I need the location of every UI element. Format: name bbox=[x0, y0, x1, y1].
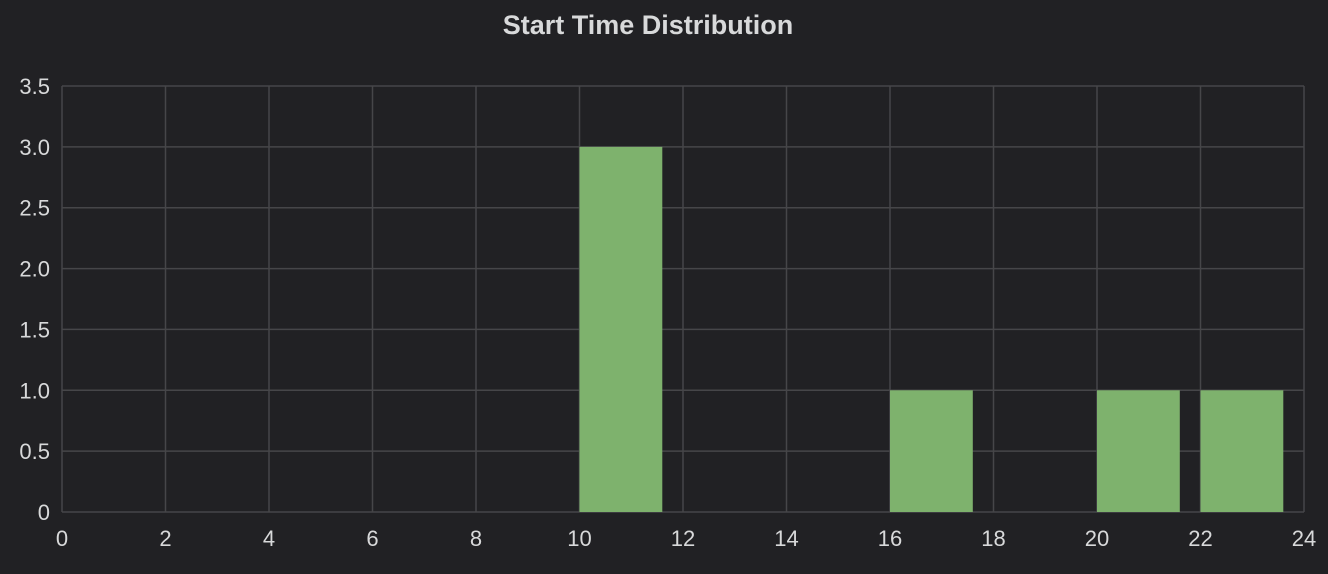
y-tick-label: 2.5 bbox=[19, 196, 50, 221]
histogram-bar bbox=[890, 390, 973, 512]
x-tick-label: 16 bbox=[878, 526, 902, 551]
x-tick-label: 8 bbox=[470, 526, 482, 551]
x-tick-label: 18 bbox=[981, 526, 1005, 551]
x-tick-label: 14 bbox=[774, 526, 798, 551]
histogram-bar bbox=[1097, 390, 1180, 512]
chart-title: Start Time Distribution bbox=[502, 10, 794, 40]
x-tick-label: 10 bbox=[567, 526, 591, 551]
x-tick-label: 20 bbox=[1085, 526, 1109, 551]
x-tick-label: 6 bbox=[366, 526, 378, 551]
y-tick-label: 1.0 bbox=[19, 378, 50, 403]
y-tick-label: 3.0 bbox=[19, 135, 50, 160]
x-tick-label: 2 bbox=[159, 526, 171, 551]
y-axis-tick-labels: 0 0.5 1.0 1.5 2.0 2.5 3.0 3.5 bbox=[19, 74, 50, 525]
x-tick-label: 24 bbox=[1292, 526, 1316, 551]
x-axis-tick-labels: 0 2 4 6 8 10 12 14 16 18 20 22 24 bbox=[56, 526, 1316, 551]
x-tick-label: 4 bbox=[263, 526, 275, 551]
bar-series bbox=[579, 146, 1284, 512]
y-tick-label: 2.0 bbox=[19, 257, 50, 282]
x-tick-label: 12 bbox=[671, 526, 695, 551]
x-tick-label: 22 bbox=[1188, 526, 1212, 551]
y-tick-label: 1.5 bbox=[19, 317, 50, 342]
histogram-bar bbox=[579, 146, 663, 512]
x-tick-label: 0 bbox=[56, 526, 68, 551]
y-tick-label: 3.5 bbox=[19, 74, 50, 99]
y-tick-label: 0.5 bbox=[19, 439, 50, 464]
histogram-bar bbox=[1200, 390, 1284, 512]
y-tick-label: 0 bbox=[38, 500, 50, 525]
